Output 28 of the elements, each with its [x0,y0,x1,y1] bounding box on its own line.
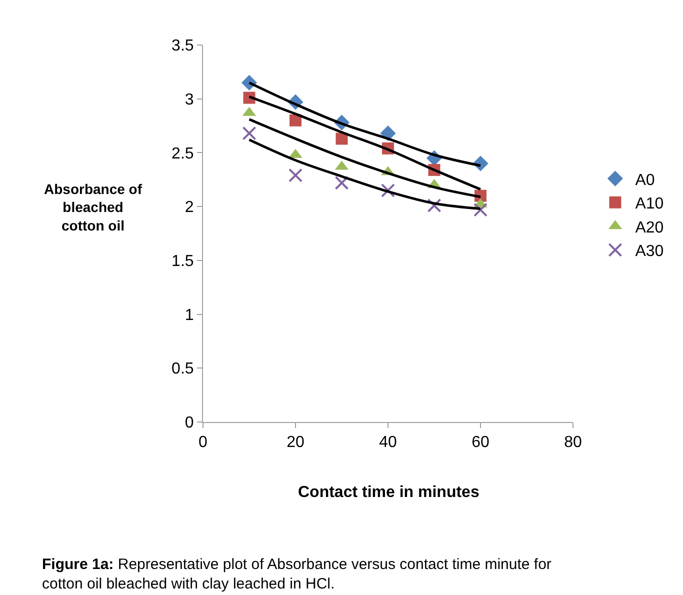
legend-label: A30 [635,243,664,260]
x-tick-label: 0 [198,434,208,452]
x-tick-label: 60 [472,434,490,452]
y-tick-label: 1.5 [172,253,194,270]
y-tick-label: 2.5 [172,145,194,162]
point [427,198,442,212]
point [334,176,349,190]
x-axis-title: Contact time in minutes [298,484,480,501]
y-tick-label: 0 [184,414,194,432]
point [474,202,488,217]
y-axis-title: Absorbance of bleached cotton oil [44,181,142,234]
y-tick-label: 2 [184,199,194,216]
y-tick-label: 1 [184,306,194,324]
caption: Figure 1a: Representative plot of Absorbance versus contact time minute for cotton oil bleached with clay leached in HCl. [42,556,552,592]
x-tick-label: 80 [564,434,582,452]
y-tick-label: 0.5 [172,360,194,378]
y-tick-label: 3.5 [172,38,194,55]
point [290,114,302,126]
line-series [248,138,482,210]
point [381,183,395,198]
y-tick-label: 3 [184,91,194,108]
legend-label: A10 [635,196,664,213]
legend-label: A20 [635,219,664,236]
x-tick-label: 20 [286,434,304,452]
point [242,126,256,140]
legend-label: A0 [635,172,655,189]
x-tick-label: 40 [379,434,397,452]
point [288,168,302,182]
